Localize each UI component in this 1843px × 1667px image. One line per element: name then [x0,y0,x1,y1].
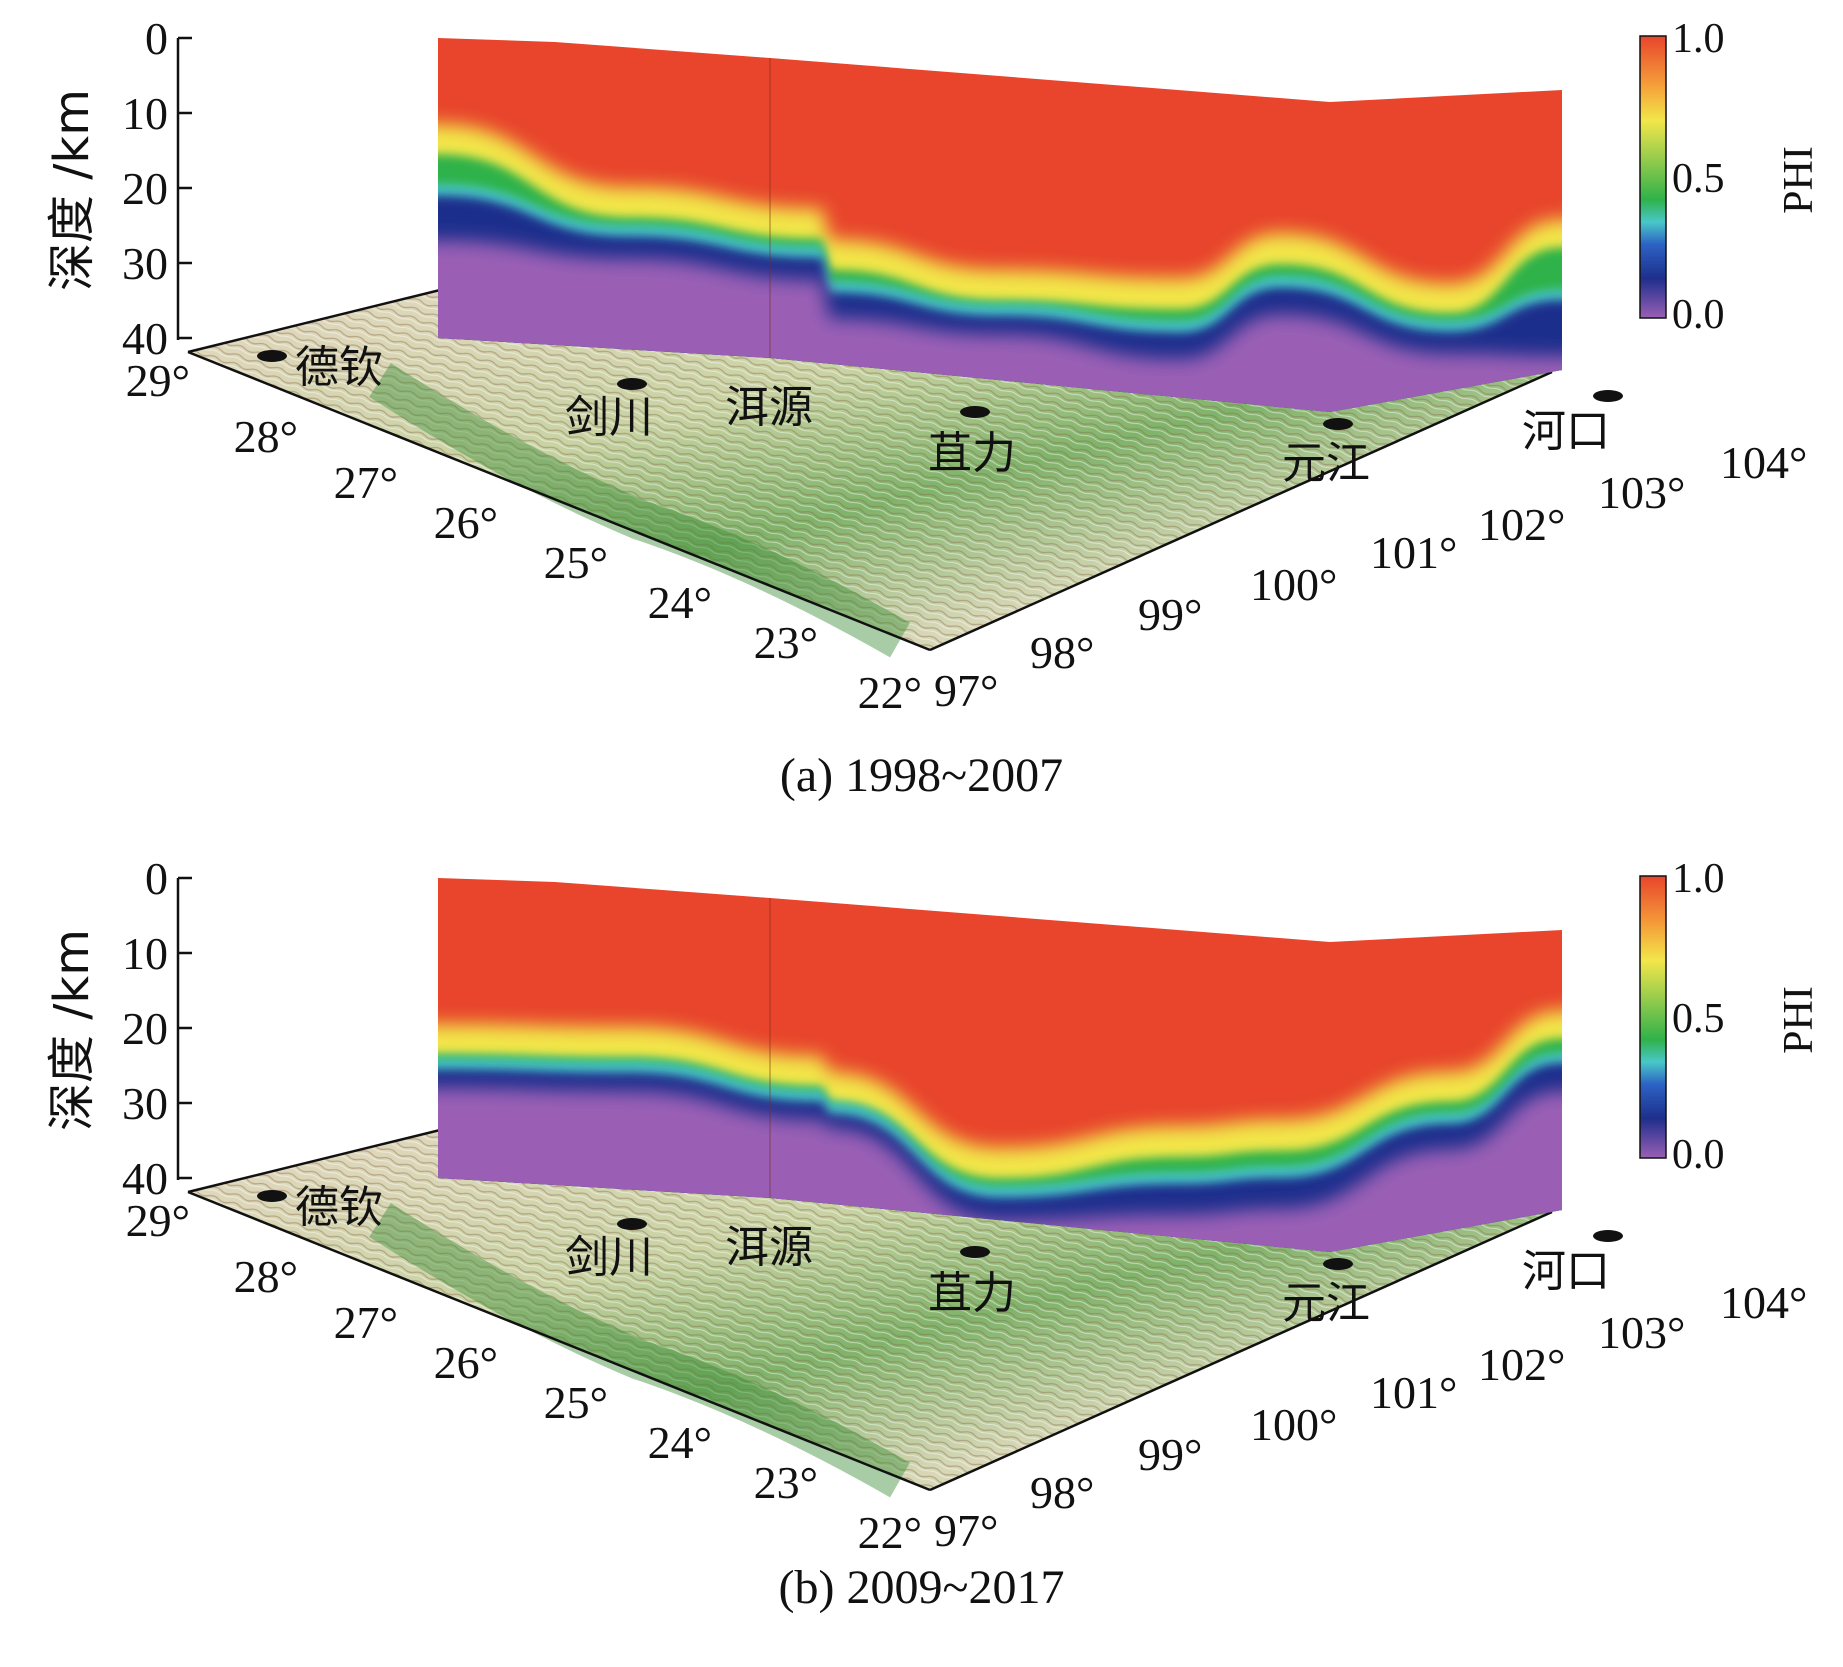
station-marker [617,378,647,390]
depth-tick-label: 30 [122,238,168,289]
station-label: 苴力 [928,428,1016,479]
lon-tick-label: 99° [1138,589,1202,640]
lat-tick-label: 29° [126,355,190,406]
colorbar-tick-label: 0.0 [1672,1132,1725,1178]
station-label: 元江 [1282,438,1370,489]
lat-tick-label: 27° [334,457,398,508]
colorbar-tick-label: 0.5 [1672,996,1725,1042]
lon-tick-label: 101° [1370,527,1457,578]
lon-tick-label: 100° [1250,1399,1337,1450]
colorbar [1639,875,1667,1159]
depth-tick-label: 20 [122,163,168,214]
lat-tick-label: 23° [754,1457,818,1508]
lat-tick-label: 28° [234,1251,298,1302]
station-label: 德钦 [295,1182,383,1233]
station-label: 剑川 [565,392,653,443]
lon-tick-label: 98° [1030,627,1094,678]
depth-tick-label: 10 [122,928,168,979]
depth-tick-label: 0 [145,13,168,64]
depth-tick-label: 40 [122,313,168,364]
station-marker [257,1190,287,1202]
lon-tick-label: 101° [1370,1367,1457,1418]
terrain-valley [369,1203,910,1498]
station-marker [257,350,287,362]
colorbar-tick-label: 1.0 [1672,856,1725,902]
colorbar-tick-label: 0.0 [1672,292,1725,338]
lat-tick-label: 29° [126,1195,190,1246]
colorbar-label: PHI [1776,146,1822,214]
colorbar-tick-label: 1.0 [1672,16,1725,62]
lon-axis-line [929,370,1553,652]
panel-b: 0 10 20 30 40 深度 /km 29° 28° 27° 26° 25°… [0,840,1843,1667]
colorbar-label: PHI [1776,986,1822,1054]
lon-tick-label: 98° [1030,1467,1094,1518]
lat-tick-label: 25° [544,537,608,588]
lat-tick-label: 23° [754,617,818,668]
panel-caption: (b) 2009~2017 [778,1561,1065,1614]
lat-tick-label: 26° [434,1337,498,1388]
lat-tick-label: 22° [858,667,922,718]
depth-ticks [178,36,192,340]
lat-tick-label: 25° [544,1377,608,1428]
depth-tick-label: 20 [122,1003,168,1054]
lat-axis-line [187,350,931,652]
lat-tick-label: 24° [648,577,712,628]
station-marker [960,406,990,418]
station-label: 河口 [1522,406,1610,457]
lon-tick-label: 97° [934,665,998,716]
depth-tick-label: 10 [122,88,168,139]
lon-tick-label: 97° [934,1505,998,1556]
colorbar [1639,35,1667,319]
lon-axis-line [929,1210,1553,1492]
station-label: 剑川 [565,1232,653,1283]
station-label: 元江 [1282,1278,1370,1329]
lon-tick-label: 103° [1598,467,1685,518]
lon-tick-label: 104° [1720,1277,1807,1328]
lon-tick-label: 99° [1138,1429,1202,1480]
station-label: 德钦 [295,342,383,393]
panel-a-svg: 0 10 20 30 40 深度 /km 29° 28° 27° 26° 25°… [44,13,1822,718]
depth-tick-label: 30 [122,1078,168,1129]
station-label: 苴力 [928,1268,1016,1319]
lon-tick-label: 104° [1720,437,1807,488]
station-marker [1593,390,1623,402]
lat-tick-label: 27° [334,1297,398,1348]
station-label: 河口 [1522,1246,1610,1297]
lat-tick-label: 24° [648,1417,712,1468]
station-marker [1323,1258,1353,1270]
lat-tick-label: 28° [234,411,298,462]
panel-a: 0 10 20 30 40 深度 /km 29° 28° 27° 26° 25°… [0,0,1843,827]
station-marker [1593,1230,1623,1242]
depth-axis-label: 深度 /km [44,89,100,291]
lon-tick-label: 100° [1250,559,1337,610]
lon-tick-label: 102° [1478,499,1565,550]
terrain-valley [369,363,910,658]
panel-b-svg: 0 10 20 30 40 深度 /km 29° 28° 27° 26° 25°… [44,853,1822,1558]
lon-tick-label: 102° [1478,1339,1565,1390]
station-marker [1323,418,1353,430]
depth-axis-label: 深度 /km [44,929,100,1131]
station-marker [960,1246,990,1258]
panel-caption: (a) 1998~2007 [779,749,1064,802]
station-label: 洱源 [725,1222,813,1273]
depth-tick-label: 0 [145,853,168,904]
colorbar-tick-label: 0.5 [1672,156,1725,202]
lat-axis-line [187,1190,931,1492]
station-marker [617,1218,647,1230]
lon-tick-label: 103° [1598,1307,1685,1358]
lat-tick-label: 22° [858,1507,922,1558]
depth-ticks [178,876,192,1180]
depth-tick-label: 40 [122,1153,168,1204]
station-label: 洱源 [725,382,813,433]
lat-tick-label: 26° [434,497,498,548]
